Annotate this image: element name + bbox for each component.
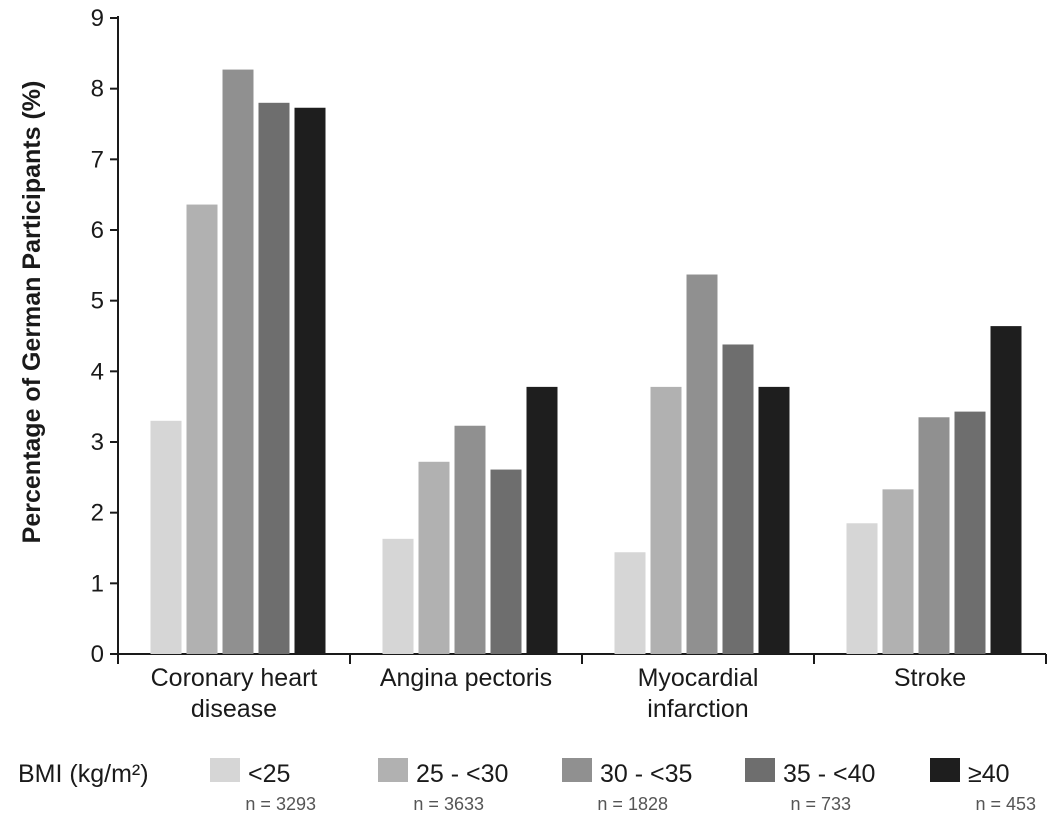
bar: [954, 411, 986, 654]
legend-swatch: [745, 758, 775, 782]
x-category-label: Stroke: [894, 664, 966, 692]
bar: [150, 420, 182, 654]
bar: [882, 489, 914, 654]
legend-n-label: n = 3633: [413, 794, 484, 814]
legend-swatch: [930, 758, 960, 782]
y-tick-label: 0: [91, 641, 104, 668]
x-category-label: Myocardial infarction: [638, 664, 759, 723]
y-tick-label: 5: [91, 288, 104, 315]
bar: [846, 523, 878, 654]
bar: [294, 107, 326, 655]
bars: [150, 69, 1022, 655]
bar: [722, 344, 754, 654]
bar: [526, 386, 558, 654]
bar: [382, 538, 414, 654]
legend: BMI (kg/m²) <25 n = 3293 25 - <30 n = 3633 3…: [18, 758, 1036, 814]
y-tick-label: 3: [91, 429, 104, 456]
x-category-label: Angina pectoris: [380, 664, 552, 692]
legend-swatch: [378, 758, 408, 782]
legend-label: ≥40: [968, 760, 1010, 788]
bar: [686, 274, 718, 654]
bar: [186, 204, 218, 654]
y-tick-label: 8: [91, 76, 104, 103]
y-axis-label: Percentage of German Participants (%): [18, 81, 46, 544]
y-axis: 0 1 2 3 4 5 6 7 8 9: [91, 5, 119, 668]
legend-n-label: n = 733: [790, 794, 851, 814]
legend-label: 25 - <30: [416, 760, 508, 788]
bar: [918, 417, 950, 654]
legend-label: 35 - <40: [783, 760, 875, 788]
legend-n-label: n = 1828: [597, 794, 668, 814]
y-tick-label: 4: [91, 358, 104, 385]
bar: [418, 461, 450, 654]
bar: [490, 469, 522, 654]
legend-n-label: n = 3293: [245, 794, 316, 814]
y-tick-label: 7: [91, 146, 104, 173]
bar: [614, 552, 646, 654]
bar: [650, 386, 682, 654]
bar: [990, 326, 1022, 654]
bar: [258, 102, 290, 655]
legend-swatch: [210, 758, 240, 782]
y-tick-label: 1: [91, 570, 104, 597]
legend-swatch: [562, 758, 592, 782]
legend-label: <25: [248, 760, 290, 788]
bar: [454, 425, 486, 654]
y-tick-label: 9: [91, 5, 104, 32]
bar: [222, 69, 254, 654]
bar: [758, 386, 790, 654]
y-tick-label: 6: [91, 217, 104, 244]
legend-label: 30 - <35: [600, 760, 692, 788]
y-tick-label: 2: [91, 500, 104, 527]
legend-title: BMI (kg/m²): [18, 760, 149, 788]
legend-n-label: n = 453: [975, 794, 1036, 814]
x-category-label: Coronary heart disease: [151, 664, 318, 723]
x-axis: Coronary heart disease Angina pectoris Myoc…: [117, 653, 1047, 723]
